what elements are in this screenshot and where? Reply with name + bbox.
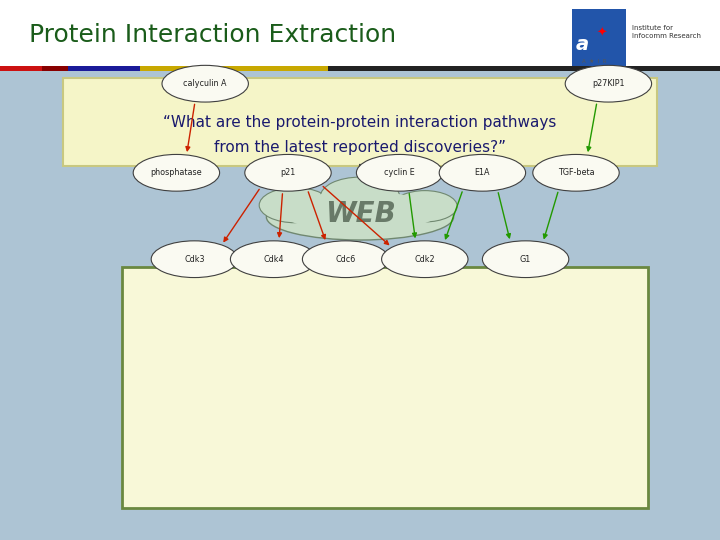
Text: Cdk4: Cdk4 [264, 255, 284, 264]
Text: “What are the protein-protein interaction pathways: “What are the protein-protein interactio… [163, 114, 557, 130]
Text: from the latest reported discoveries?”: from the latest reported discoveries?” [214, 140, 506, 156]
Ellipse shape [259, 187, 331, 222]
Text: E1A: E1A [474, 168, 490, 177]
Ellipse shape [565, 65, 652, 102]
Ellipse shape [320, 177, 400, 216]
Ellipse shape [382, 241, 468, 278]
FancyBboxPatch shape [122, 267, 648, 508]
FancyBboxPatch shape [572, 9, 626, 66]
FancyBboxPatch shape [42, 66, 68, 71]
Ellipse shape [151, 241, 238, 278]
Text: A  ★  I  R: A ★ I R [582, 59, 606, 64]
FancyBboxPatch shape [63, 78, 657, 166]
Ellipse shape [392, 191, 457, 222]
Text: p21: p21 [280, 168, 296, 177]
Text: ✦: ✦ [596, 27, 607, 40]
Text: G1: G1 [520, 255, 531, 264]
Text: Institute for
Infocomm Research: Institute for Infocomm Research [632, 25, 701, 39]
Ellipse shape [533, 154, 619, 191]
Text: Protein Interaction Extraction: Protein Interaction Extraction [29, 23, 396, 47]
Ellipse shape [162, 65, 248, 102]
Text: TGF-beta: TGF-beta [558, 168, 594, 177]
Text: cyclin E: cyclin E [384, 168, 415, 177]
Ellipse shape [356, 154, 443, 191]
FancyBboxPatch shape [328, 66, 720, 71]
Ellipse shape [230, 241, 317, 278]
Ellipse shape [245, 154, 331, 191]
Ellipse shape [266, 194, 454, 240]
Text: Cdk2: Cdk2 [415, 255, 435, 264]
FancyBboxPatch shape [0, 66, 42, 71]
Text: Cdk3: Cdk3 [184, 255, 204, 264]
Text: phosphatase: phosphatase [150, 168, 202, 177]
Text: a: a [576, 35, 589, 54]
Text: calyculin A: calyculin A [184, 79, 227, 88]
Ellipse shape [133, 154, 220, 191]
Ellipse shape [439, 154, 526, 191]
FancyBboxPatch shape [140, 66, 328, 71]
Text: WEB: WEB [325, 200, 395, 228]
Ellipse shape [281, 192, 439, 232]
Text: Cdc6: Cdc6 [336, 255, 356, 264]
FancyBboxPatch shape [0, 0, 720, 70]
Text: p27KIP1: p27KIP1 [592, 79, 625, 88]
Ellipse shape [302, 241, 389, 278]
Ellipse shape [482, 241, 569, 278]
FancyBboxPatch shape [68, 66, 140, 71]
